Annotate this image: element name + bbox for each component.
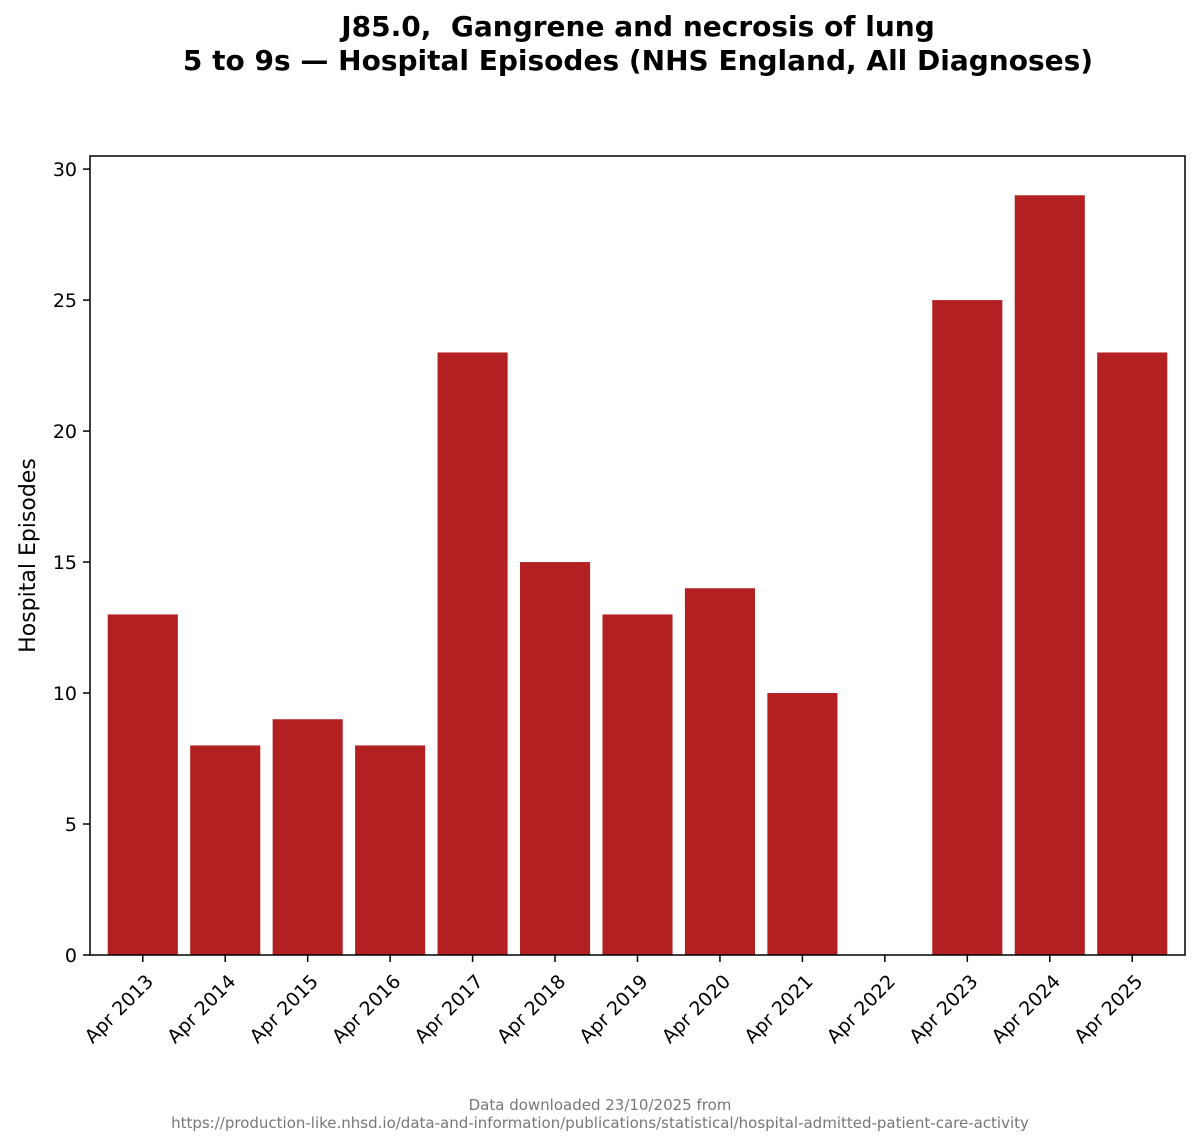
y-tick-label: 10 — [53, 683, 77, 705]
x-tick-label: Apr 2024 — [988, 971, 1065, 1048]
y-tick-label: 25 — [53, 290, 77, 312]
plot-frame — [89, 155, 1186, 956]
bar-apr-2021 — [767, 693, 838, 955]
x-tick-label: Apr 2015 — [246, 971, 323, 1048]
y-axis: 0 5 10 15 20 25 30 — [53, 159, 90, 967]
x-tick-label: Apr 2017 — [410, 971, 487, 1048]
y-tick-label: 5 — [65, 814, 77, 836]
x-tick-label: Apr 2013 — [81, 971, 158, 1048]
x-tick-label: Apr 2022 — [823, 971, 900, 1048]
bar-apr-2024 — [1014, 195, 1085, 956]
bar-apr-2025 — [1097, 352, 1168, 955]
bar-apr-2015 — [272, 719, 343, 955]
x-tick-label: Apr 2018 — [493, 971, 570, 1048]
bar-apr-2020 — [684, 588, 755, 955]
bar-apr-2023 — [932, 300, 1003, 955]
chart-title-line-1: J85.0, Gangrene and necrosis of lung — [341, 10, 935, 43]
y-axis-label: Hospital Episodes — [16, 458, 41, 653]
x-tick-label: Apr 2016 — [328, 971, 405, 1048]
bar-apr-2016 — [355, 745, 426, 955]
bar-apr-2019 — [602, 614, 673, 955]
bar-apr-2014 — [190, 745, 261, 955]
x-tick-label: Apr 2020 — [658, 971, 735, 1048]
x-tick-label: Apr 2014 — [163, 971, 240, 1048]
bar-apr-2013 — [107, 614, 178, 955]
chart-title-line-2: 5 to 9s — Hospital Episodes (NHS England… — [182, 44, 1094, 77]
y-tick-label: 0 — [65, 945, 77, 967]
x-tick-label: Apr 2019 — [575, 971, 652, 1048]
x-tick-label: Apr 2023 — [905, 971, 982, 1048]
footer-source-url: https://production-like.nhsd.io/data-and… — [171, 1114, 1029, 1132]
y-tick-label: 30 — [53, 159, 77, 181]
footer-source-line-1: Data downloaded 23/10/2025 from — [468, 1096, 732, 1114]
x-tick-label: Apr 2025 — [1070, 971, 1147, 1048]
bar-apr-2017 — [437, 352, 508, 955]
x-tick-label: Apr 2021 — [740, 971, 817, 1048]
x-axis: Apr 2013 Apr 2014 Apr 2015 Apr 2016 Apr 2017… — [81, 955, 1147, 1048]
bars-group — [107, 195, 1168, 956]
y-tick-label: 15 — [53, 552, 77, 574]
bar-apr-2018 — [520, 562, 591, 955]
y-tick-label: 20 — [53, 421, 77, 443]
